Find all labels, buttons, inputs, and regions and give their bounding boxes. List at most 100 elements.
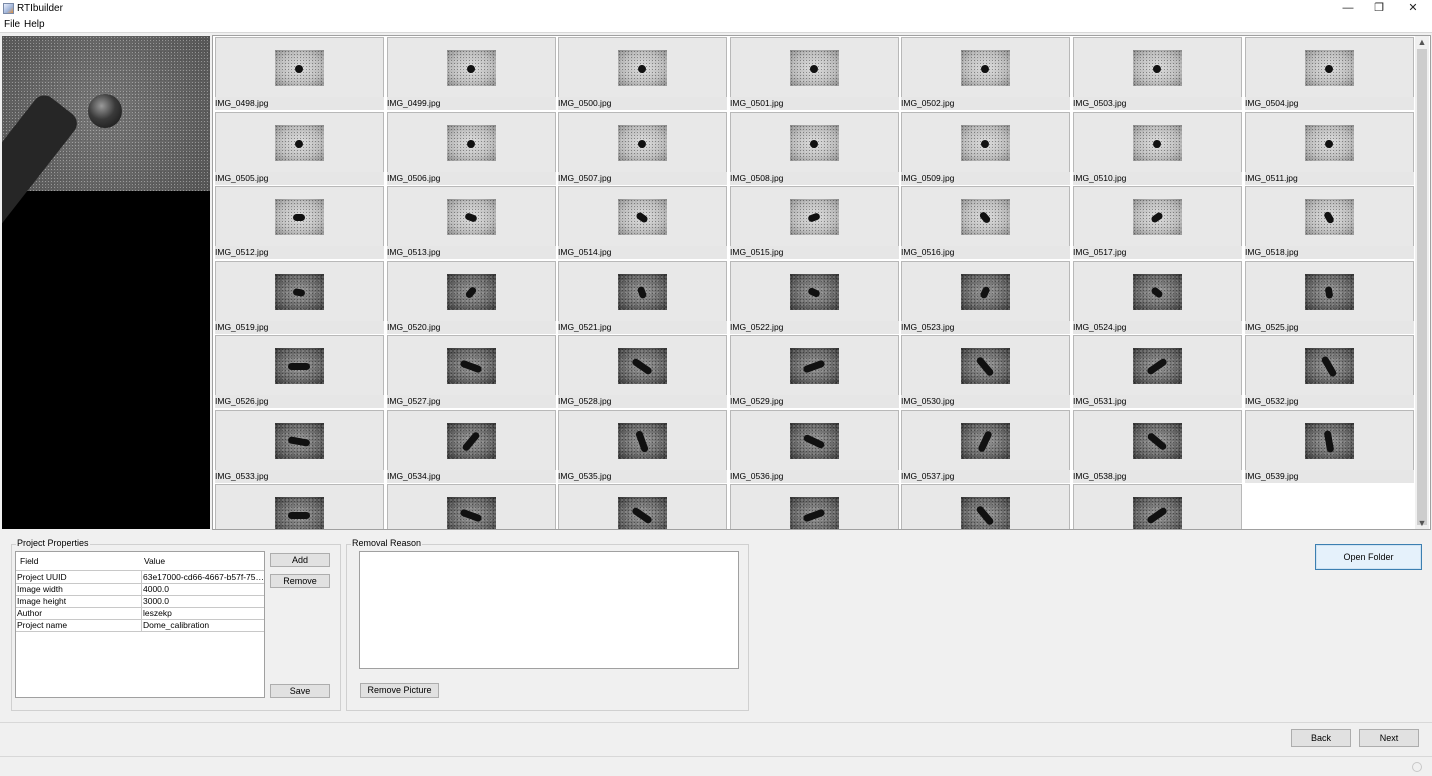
save-button[interactable]: Save <box>270 684 330 698</box>
value-cell[interactable]: 4000.0 <box>141 583 265 595</box>
thumbnail-item[interactable]: IMG_0499.jpg <box>387 37 556 111</box>
thumbnail-item[interactable] <box>215 484 384 529</box>
thumbnail-item[interactable]: IMG_0530.jpg <box>901 335 1070 409</box>
scroll-down-icon[interactable]: ▼ <box>1417 518 1427 528</box>
minimize-button[interactable]: — <box>1342 2 1354 14</box>
thumbnail-image <box>790 199 839 235</box>
project-properties-title: Project Properties <box>16 538 90 548</box>
thumbnail-item[interactable]: IMG_0522.jpg <box>730 261 899 335</box>
scroll-up-icon[interactable]: ▲ <box>1417 37 1427 47</box>
value-cell[interactable]: leszekp <box>141 607 265 619</box>
thumbnail-image <box>1133 125 1182 161</box>
thumbnail-item[interactable]: IMG_0520.jpg <box>387 261 556 335</box>
add-button[interactable]: Add <box>270 553 330 567</box>
thumbnail-item[interactable]: IMG_0505.jpg <box>215 112 384 186</box>
thumbnail-item[interactable]: IMG_0503.jpg <box>1073 37 1242 111</box>
thumbnail-item[interactable]: IMG_0521.jpg <box>558 261 727 335</box>
thumbnail-label: IMG_0528.jpg <box>558 395 727 408</box>
thumbnail-item[interactable]: IMG_0510.jpg <box>1073 112 1242 186</box>
sphere-shadow-icon <box>293 214 305 221</box>
thumbnail-image <box>961 348 1010 384</box>
thumbnail-item[interactable]: IMG_0536.jpg <box>730 410 899 484</box>
back-button[interactable]: Back <box>1291 729 1351 747</box>
thumbnail-item[interactable] <box>387 484 556 529</box>
thumbnail-label: IMG_0517.jpg <box>1073 246 1242 259</box>
properties-table[interactable]: Field Value Project UUID 63e17000-cd66-46… <box>15 551 265 698</box>
thumbnail-item[interactable]: IMG_0516.jpg <box>901 186 1070 260</box>
thumbnail-item[interactable]: IMG_0514.jpg <box>558 186 727 260</box>
thumbnail-image <box>1133 423 1182 459</box>
close-button[interactable]: ✕ <box>1408 2 1418 14</box>
thumbnail-item[interactable]: IMG_0523.jpg <box>901 261 1070 335</box>
open-folder-button[interactable]: Open Folder <box>1315 544 1422 570</box>
restore-button[interactable]: ❐ <box>1374 2 1384 14</box>
thumbnail-item[interactable]: IMG_0538.jpg <box>1073 410 1242 484</box>
thumbnail-image <box>790 274 839 310</box>
vertical-scrollbar[interactable]: ▲ ▼ <box>1415 36 1429 529</box>
thumbnail-item[interactable]: IMG_0508.jpg <box>730 112 899 186</box>
table-row[interactable]: Project UUID 63e17000-cd66-4667-b57f-759.… <box>16 571 265 584</box>
thumbnail-frame <box>387 112 556 173</box>
table-row[interactable]: Image width 4000.0 <box>16 583 264 596</box>
thumbnail-item[interactable]: IMG_0511.jpg <box>1245 112 1414 186</box>
thumbnail-image <box>447 199 496 235</box>
thumbnail-item[interactable] <box>730 484 899 529</box>
thumbnail-item[interactable]: IMG_0526.jpg <box>215 335 384 409</box>
thumbnail-item[interactable]: IMG_0500.jpg <box>558 37 727 111</box>
remove-picture-button[interactable]: Remove Picture <box>360 683 439 698</box>
thumbnail-image <box>447 125 496 161</box>
thumbnail-item[interactable]: IMG_0528.jpg <box>558 335 727 409</box>
thumbnail-item[interactable]: IMG_0527.jpg <box>387 335 556 409</box>
thumbnail-image <box>275 348 324 384</box>
thumbnail-item[interactable]: IMG_0517.jpg <box>1073 186 1242 260</box>
value-cell[interactable]: 3000.0 <box>141 595 265 607</box>
thumbnail-image <box>1305 348 1354 384</box>
thumbnail-item[interactable]: IMG_0525.jpg <box>1245 261 1414 335</box>
thumbnail-label: IMG_0527.jpg <box>387 395 556 408</box>
thumbnail-item[interactable]: IMG_0532.jpg <box>1245 335 1414 409</box>
thumbnail-item[interactable] <box>901 484 1070 529</box>
thumbnail-frame <box>558 112 727 173</box>
thumbnail-item[interactable]: IMG_0535.jpg <box>558 410 727 484</box>
thumbnail-item[interactable]: IMG_0504.jpg <box>1245 37 1414 111</box>
table-row[interactable]: Project name Dome_calibration <box>16 619 264 632</box>
thumbnail-item[interactable]: IMG_0519.jpg <box>215 261 384 335</box>
thumbnail-item[interactable]: IMG_0498.jpg <box>215 37 384 111</box>
menu-help[interactable]: Help <box>24 19 45 30</box>
thumbnail-item[interactable]: IMG_0529.jpg <box>730 335 899 409</box>
thumbnail-item[interactable]: IMG_0512.jpg <box>215 186 384 260</box>
thumbnail-item[interactable]: IMG_0509.jpg <box>901 112 1070 186</box>
thumbnail-frame <box>1073 484 1242 529</box>
thumbnail-item[interactable]: IMG_0533.jpg <box>215 410 384 484</box>
scroll-thumb[interactable] <box>1417 49 1427 525</box>
removal-reason-textarea[interactable] <box>359 551 739 669</box>
thumbnail-item[interactable]: IMG_0524.jpg <box>1073 261 1242 335</box>
thumbnail-item[interactable] <box>1073 484 1242 529</box>
table-row[interactable]: Image height 3000.0 <box>16 595 264 608</box>
thumbnail-item[interactable]: IMG_0506.jpg <box>387 112 556 186</box>
table-row[interactable]: Author leszekp <box>16 607 264 620</box>
thumbnail-item[interactable]: IMG_0515.jpg <box>730 186 899 260</box>
thumbnail-item[interactable]: IMG_0502.jpg <box>901 37 1070 111</box>
value-cell[interactable]: 63e17000-cd66-4667-b57f-759... <box>141 571 265 583</box>
thumbnail-grid[interactable]: IMG_0498.jpg IMG_0499.jpg IMG_0500.jpg IMG_… <box>212 35 1431 530</box>
thumbnail-image <box>275 199 324 235</box>
thumbnail-label: IMG_0498.jpg <box>215 97 384 110</box>
next-button[interactable]: Next <box>1359 729 1419 747</box>
thumbnail-item[interactable]: IMG_0507.jpg <box>558 112 727 186</box>
thumbnail-item[interactable]: IMG_0537.jpg <box>901 410 1070 484</box>
thumbnail-frame <box>901 484 1070 529</box>
remove-button[interactable]: Remove <box>270 574 330 588</box>
thumbnail-item[interactable] <box>558 484 727 529</box>
thumbnail-item[interactable]: IMG_0501.jpg <box>730 37 899 111</box>
thumbnail-item[interactable]: IMG_0539.jpg <box>1245 410 1414 484</box>
value-cell[interactable]: Dome_calibration <box>141 619 265 631</box>
thumbnail-label: IMG_0499.jpg <box>387 97 556 110</box>
menu-file[interactable]: File <box>4 19 21 30</box>
thumbnail-frame <box>1245 37 1414 98</box>
thumbnail-frame <box>1073 37 1242 98</box>
thumbnail-item[interactable]: IMG_0518.jpg <box>1245 186 1414 260</box>
thumbnail-item[interactable]: IMG_0534.jpg <box>387 410 556 484</box>
thumbnail-item[interactable]: IMG_0531.jpg <box>1073 335 1242 409</box>
thumbnail-item[interactable]: IMG_0513.jpg <box>387 186 556 260</box>
